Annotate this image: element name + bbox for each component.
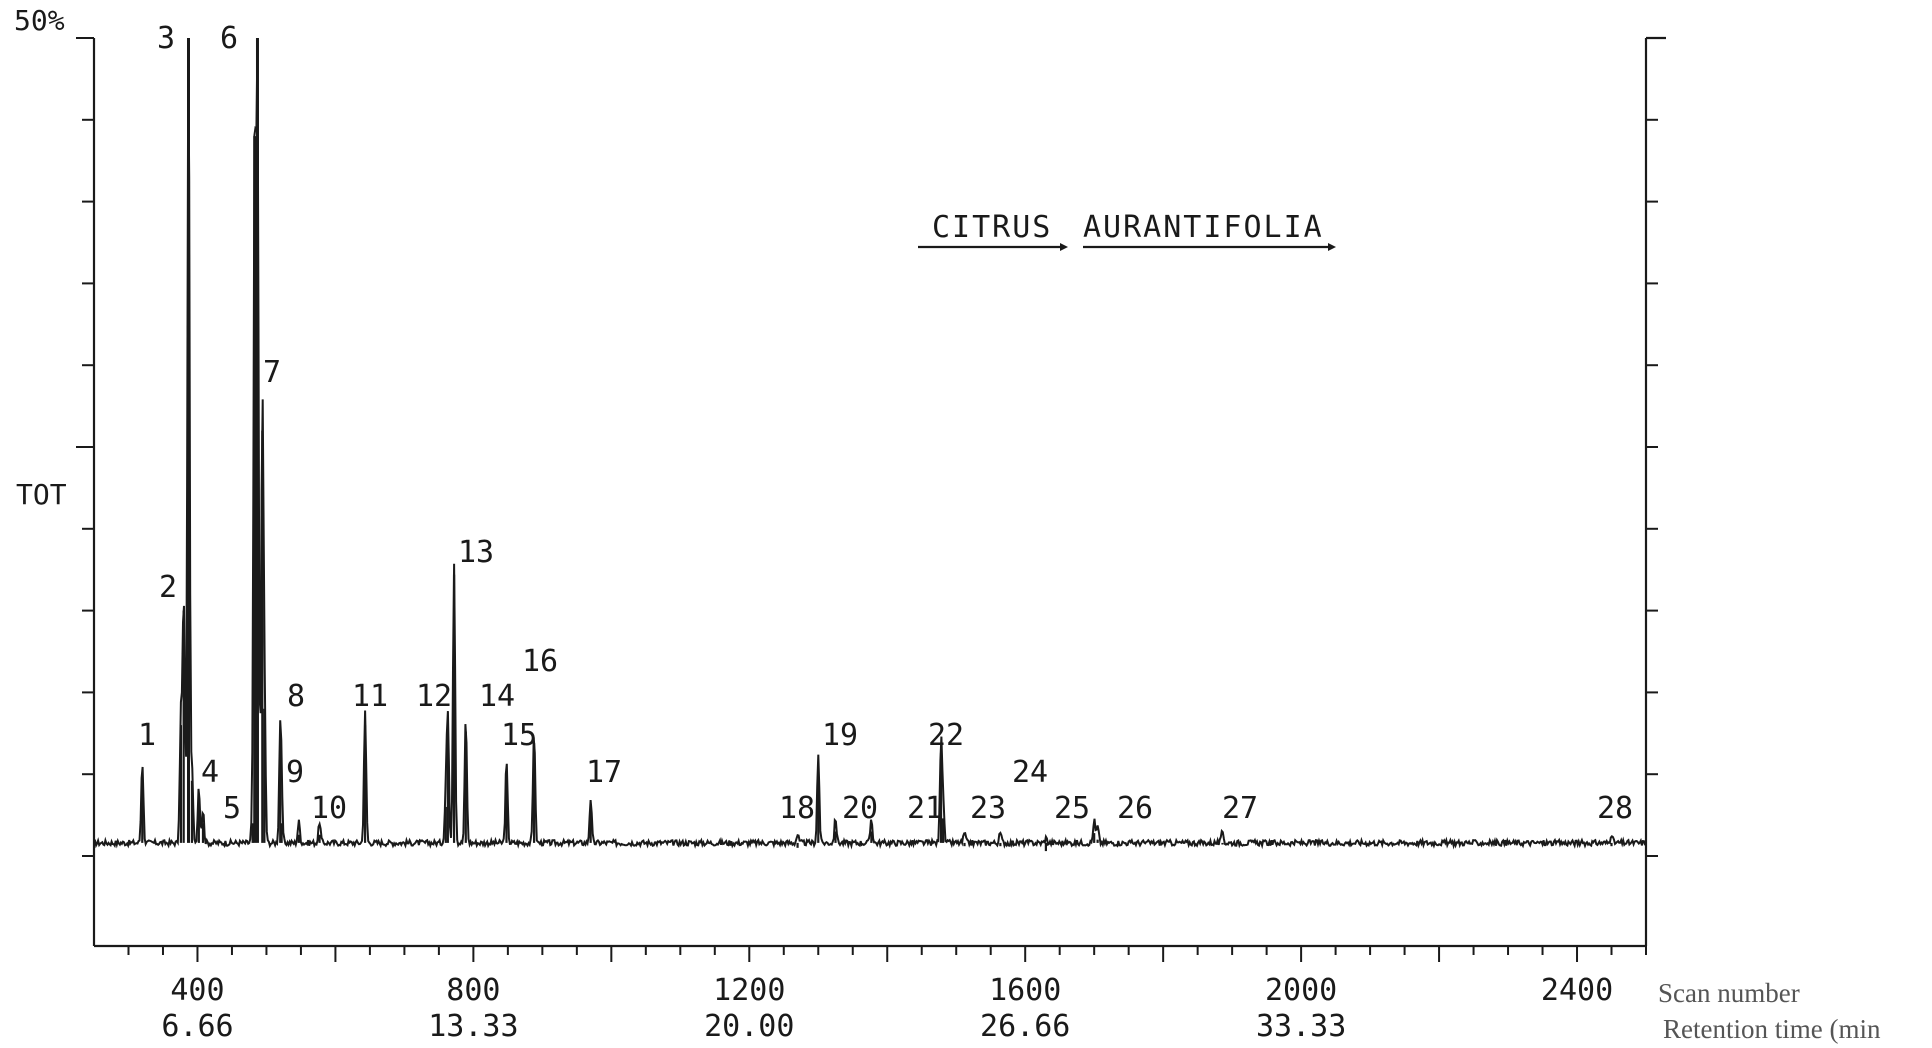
x-tick-label-time: 13.33 bbox=[428, 1009, 518, 1044]
peak-label-9: 9 bbox=[286, 755, 304, 790]
x-axis-name: Scan number bbox=[1658, 978, 1800, 1008]
x-tick-label-scan: 2400 bbox=[1541, 973, 1613, 1008]
peak-label-5: 5 bbox=[223, 791, 241, 826]
peak-label-20: 20 bbox=[842, 791, 878, 826]
title-word-2: AURANTIFOLIA bbox=[1083, 210, 1324, 245]
peak-label-13: 13 bbox=[458, 535, 494, 570]
peak-label-4: 4 bbox=[201, 755, 219, 790]
peak-label-8: 8 bbox=[287, 679, 305, 714]
x2-axis-name: Retention time (min bbox=[1663, 1014, 1881, 1044]
y-max-label: 50% bbox=[14, 4, 65, 37]
x-tick-label-time: 6.66 bbox=[161, 1009, 233, 1044]
peak-label-7: 7 bbox=[263, 355, 281, 390]
x-tick-label-time: 33.33 bbox=[1256, 1009, 1346, 1044]
tic-trace bbox=[93, 37, 1647, 850]
title-word-1: CITRUS bbox=[932, 210, 1052, 245]
peak-label-14: 14 bbox=[479, 679, 515, 714]
peak-label-23: 23 bbox=[970, 791, 1006, 826]
peak-label-25: 25 bbox=[1054, 791, 1090, 826]
y-axis-label: TOT bbox=[16, 478, 67, 511]
peak-label-27: 27 bbox=[1222, 791, 1258, 826]
peak-label-15: 15 bbox=[501, 718, 537, 753]
peak-label-12: 12 bbox=[416, 679, 452, 714]
peak-label-11: 11 bbox=[352, 679, 388, 714]
peak-label-28: 28 bbox=[1597, 791, 1633, 826]
peak-label-21: 21 bbox=[907, 791, 943, 826]
title-underline-arrows bbox=[918, 243, 1336, 251]
trace-layer bbox=[93, 37, 1647, 852]
peak-label-18: 18 bbox=[779, 791, 815, 826]
chart-title: CITRUS AURANTIFOLIA bbox=[918, 210, 1336, 251]
peak-label-24: 24 bbox=[1012, 755, 1048, 790]
peak-label-1: 1 bbox=[138, 718, 156, 753]
x-tick-label-scan: 400 bbox=[170, 973, 224, 1008]
x-tick-label-scan: 800 bbox=[446, 973, 500, 1008]
x-tick-label-scan: 2000 bbox=[1265, 973, 1337, 1008]
peak-label-2: 2 bbox=[159, 570, 177, 605]
x-tick-label-scan: 1600 bbox=[989, 973, 1061, 1008]
peak-label-26: 26 bbox=[1117, 791, 1153, 826]
x-tick-label-time: 26.66 bbox=[980, 1009, 1070, 1044]
x-tick-label-scan: 1200 bbox=[713, 973, 785, 1008]
peak-label-6: 6 bbox=[220, 21, 238, 56]
x-tick-label-time: 20.00 bbox=[704, 1009, 794, 1044]
peak-label-3: 3 bbox=[157, 21, 175, 56]
peak-label-16: 16 bbox=[522, 644, 558, 679]
peak-label-10: 10 bbox=[311, 791, 347, 826]
plot-frame bbox=[92, 36, 1666, 948]
peak-label-22: 22 bbox=[928, 718, 964, 753]
axis-ticks bbox=[76, 37, 1658, 962]
peak-label-19: 19 bbox=[822, 718, 858, 753]
peak-label-17: 17 bbox=[586, 755, 622, 790]
